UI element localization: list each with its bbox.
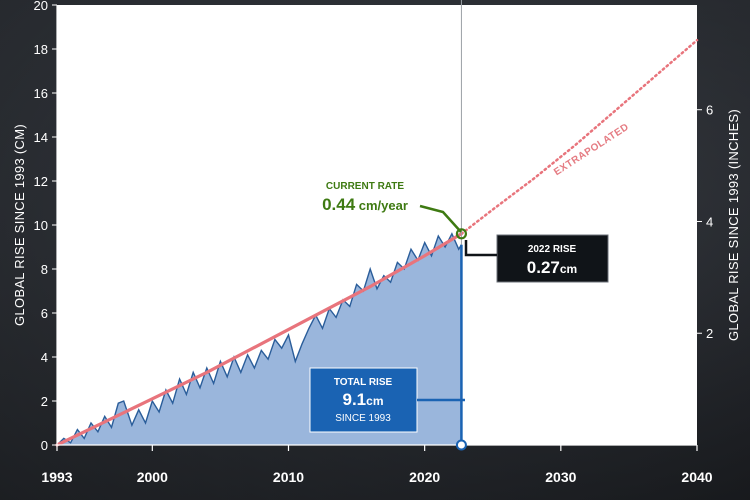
trend-line — [55, 232, 463, 447]
total-rise-value: 9.1 — [343, 390, 367, 409]
current-rate-value: 0.44 — [322, 195, 356, 214]
y-tick-label: 12 — [34, 174, 48, 189]
total-rise-text: 9.1cm — [343, 390, 384, 409]
y2-tick-label: 2 — [706, 326, 713, 341]
y-tick-label: 16 — [34, 86, 48, 101]
y2-tick-label: 6 — [706, 103, 713, 118]
y2-axis-title: GLOBAL RISE SINCE 1993 (INCHES) — [726, 109, 741, 341]
y-tick-label: 20 — [34, 0, 48, 13]
rise-2022-box — [496, 234, 609, 283]
trend-group — [55, 38, 699, 447]
current-rate-text: 0.44 cm/year — [322, 195, 408, 214]
y-tick-label: 14 — [34, 130, 48, 145]
x-tick-label: 1993 — [41, 469, 72, 485]
y-tick-label: 2 — [41, 394, 48, 409]
total-rise-unit: cm — [366, 394, 383, 408]
y2-tick-label: 4 — [706, 214, 713, 229]
y-tick-label: 10 — [34, 218, 48, 233]
rise-2022-unit: cm — [560, 262, 577, 276]
x-tick-label: 2020 — [409, 469, 440, 485]
current-rate-unit: cm/year — [355, 198, 408, 213]
current-rate-marker — [455, 228, 468, 240]
rise-2022-title: 2022 RISE — [528, 244, 577, 255]
total-rise-marker — [455, 439, 467, 451]
observed-line — [56, 232, 462, 446]
rise-2022-leader — [464, 240, 497, 257]
y-tick-label: 0 — [41, 438, 48, 453]
total-rise-title: TOTAL RISE — [334, 377, 393, 388]
total-rise-box — [309, 367, 418, 433]
x-tick-label: 2040 — [681, 469, 712, 485]
x-tick-label: 2030 — [545, 469, 576, 485]
current-rate-leader — [419, 204, 462, 233]
current-rate-title: CURRENT RATE — [326, 181, 404, 192]
total-rise-since: SINCE 1993 — [335, 413, 391, 424]
y-tick-label: 18 — [34, 42, 48, 57]
rise-2022-value: 0.27 — [527, 258, 560, 277]
rise-2022-text: 0.27cm — [527, 258, 577, 277]
y-tick-label: 6 — [41, 306, 48, 321]
x-tick-label: 2000 — [137, 469, 168, 485]
x-tick-label: 2010 — [273, 469, 304, 485]
y-tick-label: 4 — [41, 350, 48, 365]
axes-group: 0 2 4 6 8 10 12 14 16 18 20 2 4 6 1993 2000 2010 2020 2030… — [34, 0, 714, 485]
annotations-group — [455, 0, 468, 451]
y-tick-label: 8 — [41, 262, 48, 277]
y-axis-title: GLOBAL RISE SINCE 1993 (CM) — [12, 124, 27, 326]
extrapolated-line — [460, 38, 699, 236]
